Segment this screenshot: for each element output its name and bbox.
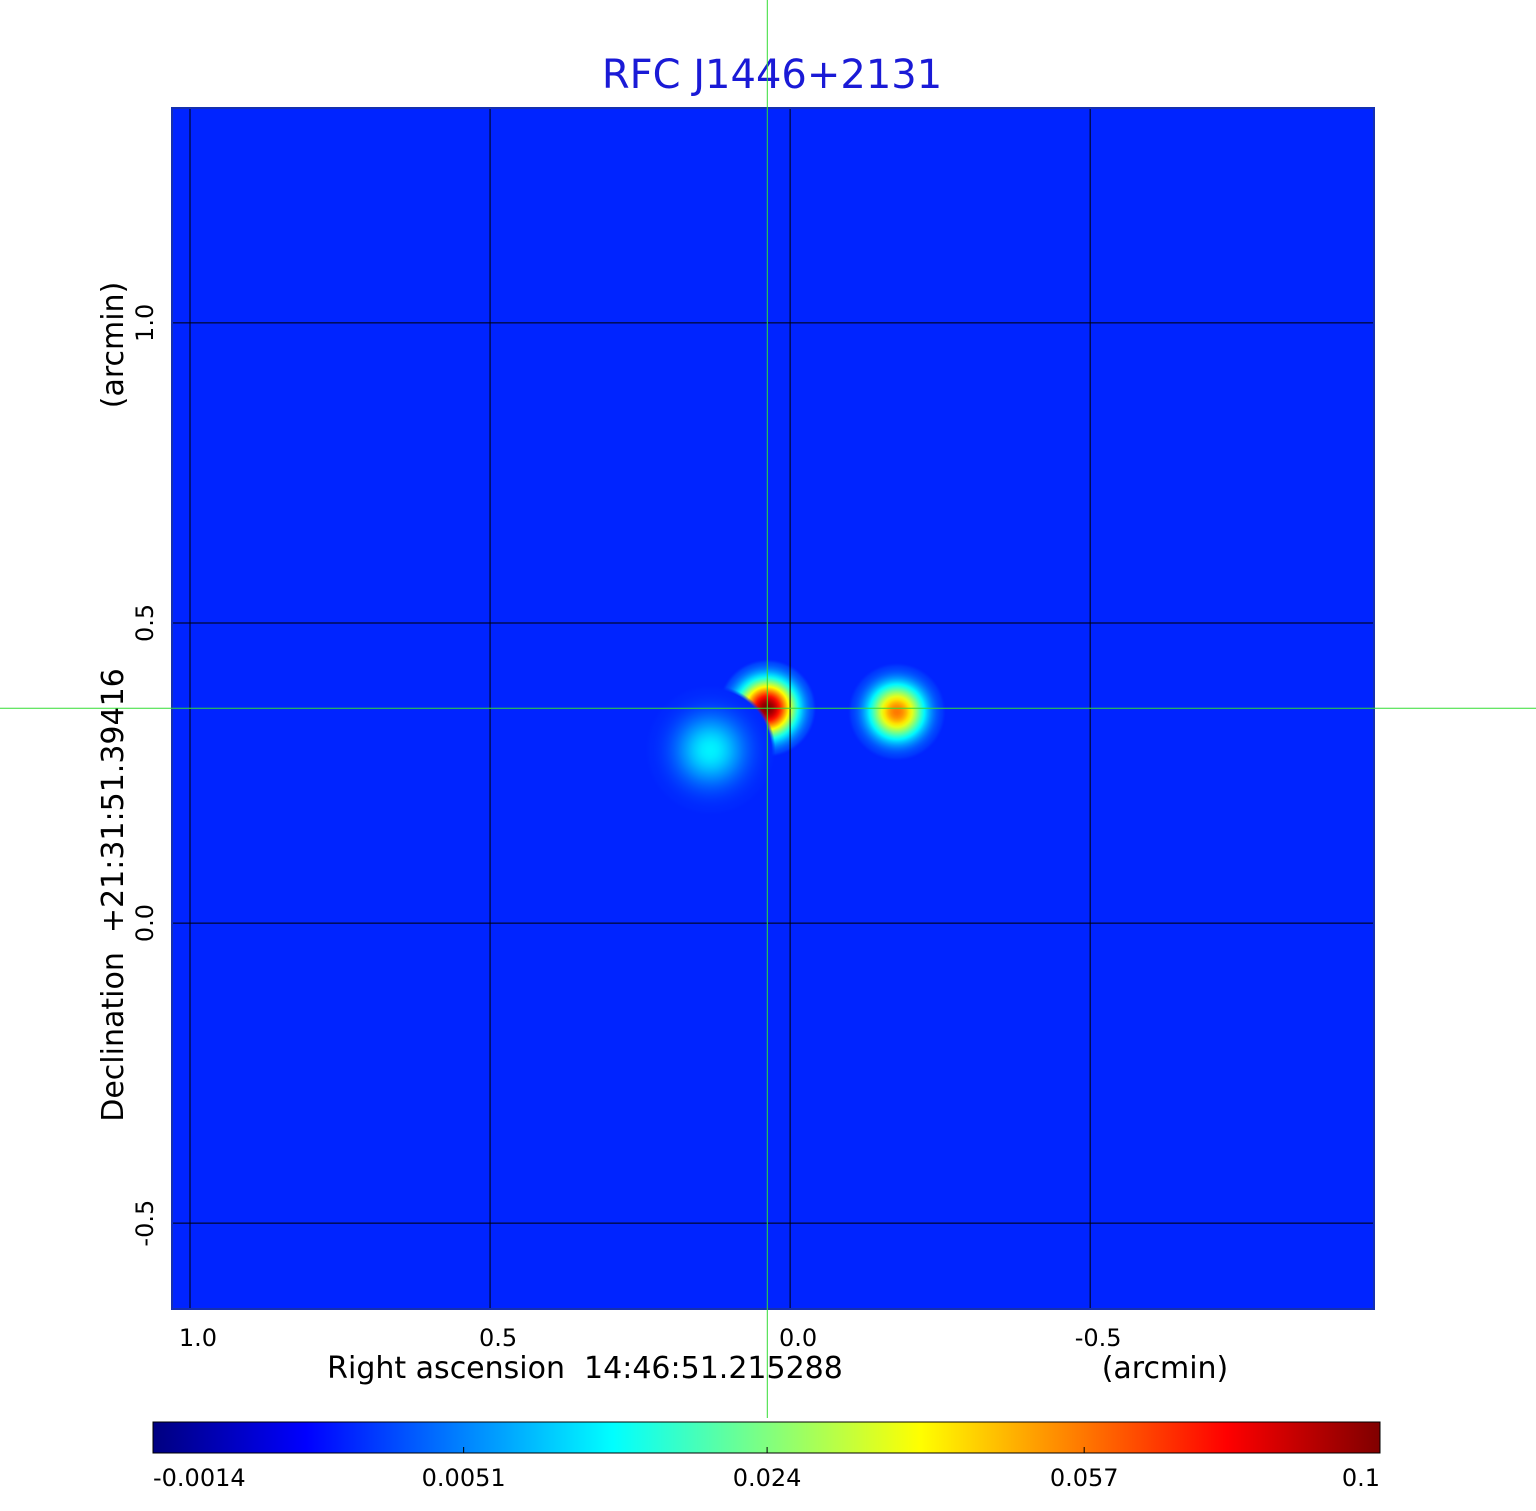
colorbar-tick-label: 0.057 [1050, 1464, 1119, 1492]
y-axis-label: Declination +21:31:51.39416 [96, 668, 131, 1122]
x-axis-label: Right ascension 14:46:51.215288 [327, 1351, 843, 1386]
y-tick-label: -0.5 [131, 1200, 159, 1247]
colorbar-tick-label: 0.0051 [422, 1464, 506, 1492]
source [847, 662, 946, 761]
x-tick-label: 0.0 [779, 1324, 817, 1352]
colorbar [152, 1421, 1381, 1454]
x-tick-label: 1.0 [179, 1324, 217, 1352]
colorbar-tick-label: -0.0014 [153, 1464, 246, 1492]
colorbar-tick-label: 0.1 [1342, 1464, 1380, 1492]
x-tick-label: 0.5 [479, 1324, 517, 1352]
x-axis-unit: (arcmin) [1102, 1351, 1229, 1386]
y-tick-label: 0.5 [131, 604, 159, 642]
source [645, 684, 776, 816]
chart-title: RFC J1446+2131 [602, 52, 942, 98]
y-tick-label: 1.0 [131, 304, 159, 342]
colorbar-tick-label: 0.024 [733, 1464, 802, 1492]
y-tick-label: 0.0 [131, 904, 159, 942]
x-tick-label: -0.5 [1075, 1324, 1122, 1352]
y-axis-unit: (arcmin) [96, 282, 131, 409]
